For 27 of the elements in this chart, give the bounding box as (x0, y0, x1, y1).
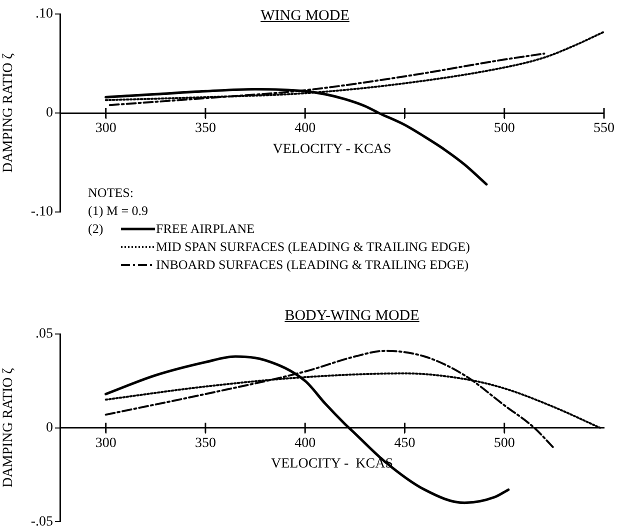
y-axis-title: DAMPING RATIO ζ (1, 53, 16, 173)
legend-label: FREE AIRPLANE (156, 220, 255, 238)
y-tick-label: .10 (36, 6, 53, 22)
x-tick-label: 400 (294, 121, 316, 136)
x-tick-label: 550 (594, 121, 614, 136)
y-tick-label: 0 (46, 420, 53, 436)
x-tick-label: 500 (494, 436, 515, 451)
x-tick-label: 450 (394, 436, 416, 451)
chart-title: WING MODE (260, 8, 350, 25)
y-tick-label: -.10 (30, 204, 53, 220)
x-tick-label: 500 (494, 121, 515, 136)
chart-title: BODY-WING MODE (284, 308, 420, 325)
x-tick-label: 350 (194, 436, 216, 451)
legend-label: MID SPAN SURFACES (LEADING & TRAILING EDGE) (156, 238, 470, 256)
text: (2) (88, 220, 104, 238)
x-tick-label: 350 (194, 121, 216, 136)
y-axis-title: DAMPING RATIO ζ (1, 368, 16, 488)
x-axis-title: VELOCITY - KCAS (272, 142, 392, 157)
x-tick-label: 400 (294, 436, 316, 451)
annotation: NOTES: (88, 184, 134, 202)
legend-label: INBOARD SURFACES (LEADING & TRAILING EDGE) (156, 256, 469, 274)
y-tick-label: 0 (46, 106, 53, 121)
y-tick-label: -.05 (30, 514, 53, 530)
x-tick-label: 300 (95, 121, 116, 136)
y-tick-label: .05 (36, 326, 53, 342)
annotation: (1) M = 0.9 (88, 202, 150, 220)
x-tick-label: 300 (95, 436, 116, 451)
